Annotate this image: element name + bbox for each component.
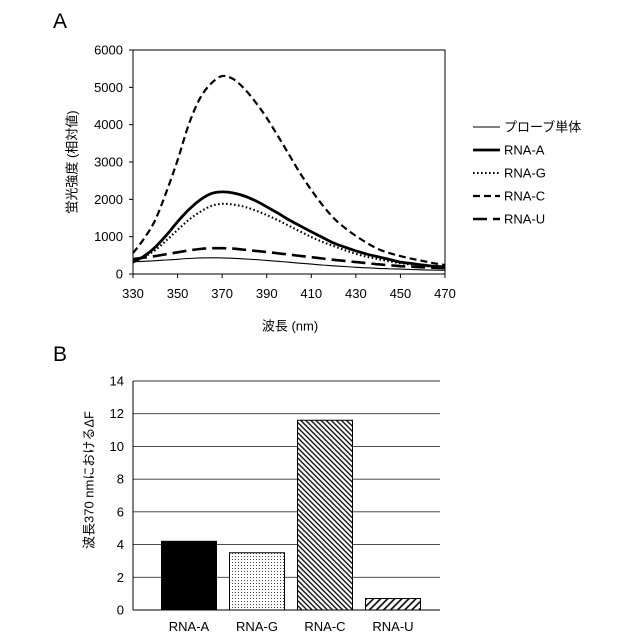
x-tick-label: 450 <box>390 286 412 301</box>
x-axis-ticks: 330 350 370 390 410 430 450 470 <box>122 274 456 301</box>
y-tick-label: 4 <box>117 537 124 552</box>
panel-a-letter: A <box>53 10 67 33</box>
legend: プローブ単体 RNA-A RNA-G RNA-C RNA-U <box>473 120 581 227</box>
x-tick-label: 410 <box>300 286 322 301</box>
y-axis-ticks: 0 1000 2000 3000 4000 5000 6000 <box>94 43 133 282</box>
x-axis-title: 波長 (nm) <box>262 319 318 334</box>
y-tick-label: 14 <box>110 374 124 389</box>
y-tick-label: 2000 <box>94 192 123 207</box>
y-axis-ticks: 0 2 4 6 8 10 12 14 <box>110 374 124 618</box>
legend-label: RNA-A <box>504 143 545 158</box>
x-tick-label: 330 <box>122 286 144 301</box>
y-tick-label: 5000 <box>94 80 123 95</box>
figure: A 0 1000 2000 3000 4000 5000 6000 330 350 370 390… <box>0 0 640 640</box>
y-axis-title: 波長370 nmにおけるΔF <box>82 411 97 549</box>
bar-rna-u <box>366 599 421 610</box>
bar-rna-g <box>230 553 285 610</box>
bar-rna-c <box>298 420 353 610</box>
y-tick-label: 4000 <box>94 117 123 132</box>
series-line-rna-u <box>133 248 445 268</box>
y-tick-label: 3000 <box>94 155 123 170</box>
spectra-lines <box>133 76 445 270</box>
series-line-probe-alone <box>133 258 445 271</box>
category-labels: RNA-A RNA-G RNA-C RNA-U <box>169 619 414 634</box>
legend-item-probe-alone: プローブ単体 <box>473 120 581 135</box>
y-tick-label: 6 <box>117 504 124 519</box>
x-tick-label: 350 <box>167 286 189 301</box>
x-tick-label: 470 <box>434 286 456 301</box>
y-tick-label: 10 <box>110 439 124 454</box>
y-tick-label: 8 <box>117 472 124 487</box>
panel-b: B 0 2 4 6 8 10 12 14 RNA-A RNA-G RNA-C RNA-U 波長370… <box>53 343 440 634</box>
legend-item-rna-u: RNA-U <box>473 212 545 227</box>
series-line-rna-g <box>133 204 445 268</box>
panel-b-letter: B <box>53 343 67 366</box>
y-tick-label: 6000 <box>94 43 123 58</box>
category-label: RNA-A <box>169 619 210 634</box>
category-label: RNA-U <box>372 619 413 634</box>
series-line-rna-c <box>133 76 445 265</box>
x-tick-label: 430 <box>345 286 367 301</box>
y-axis-title: 蛍光強度 (相対値) <box>65 110 80 213</box>
plot-frame <box>133 50 445 274</box>
legend-item-rna-g: RNA-G <box>473 166 546 181</box>
y-tick-label: 2 <box>117 570 124 585</box>
bar-rna-a <box>162 541 217 610</box>
y-tick-label: 12 <box>110 406 124 421</box>
bars <box>162 420 421 610</box>
legend-label: RNA-G <box>504 166 546 181</box>
y-tick-label: 0 <box>117 603 124 618</box>
panel-a: A 0 1000 2000 3000 4000 5000 6000 330 350 370 390… <box>53 10 581 334</box>
legend-label: RNA-U <box>504 212 545 227</box>
legend-label: RNA-C <box>504 189 545 204</box>
series-line-rna-a <box>133 192 445 267</box>
legend-item-rna-a: RNA-A <box>473 143 545 158</box>
x-tick-label: 390 <box>256 286 278 301</box>
legend-label: プローブ単体 <box>504 120 581 135</box>
x-tick-label: 370 <box>211 286 233 301</box>
y-tick-label: 1000 <box>94 229 123 244</box>
legend-item-rna-c: RNA-C <box>473 189 545 204</box>
category-label: RNA-G <box>236 619 278 634</box>
category-label: RNA-C <box>304 619 345 634</box>
y-tick-label: 0 <box>116 267 123 282</box>
